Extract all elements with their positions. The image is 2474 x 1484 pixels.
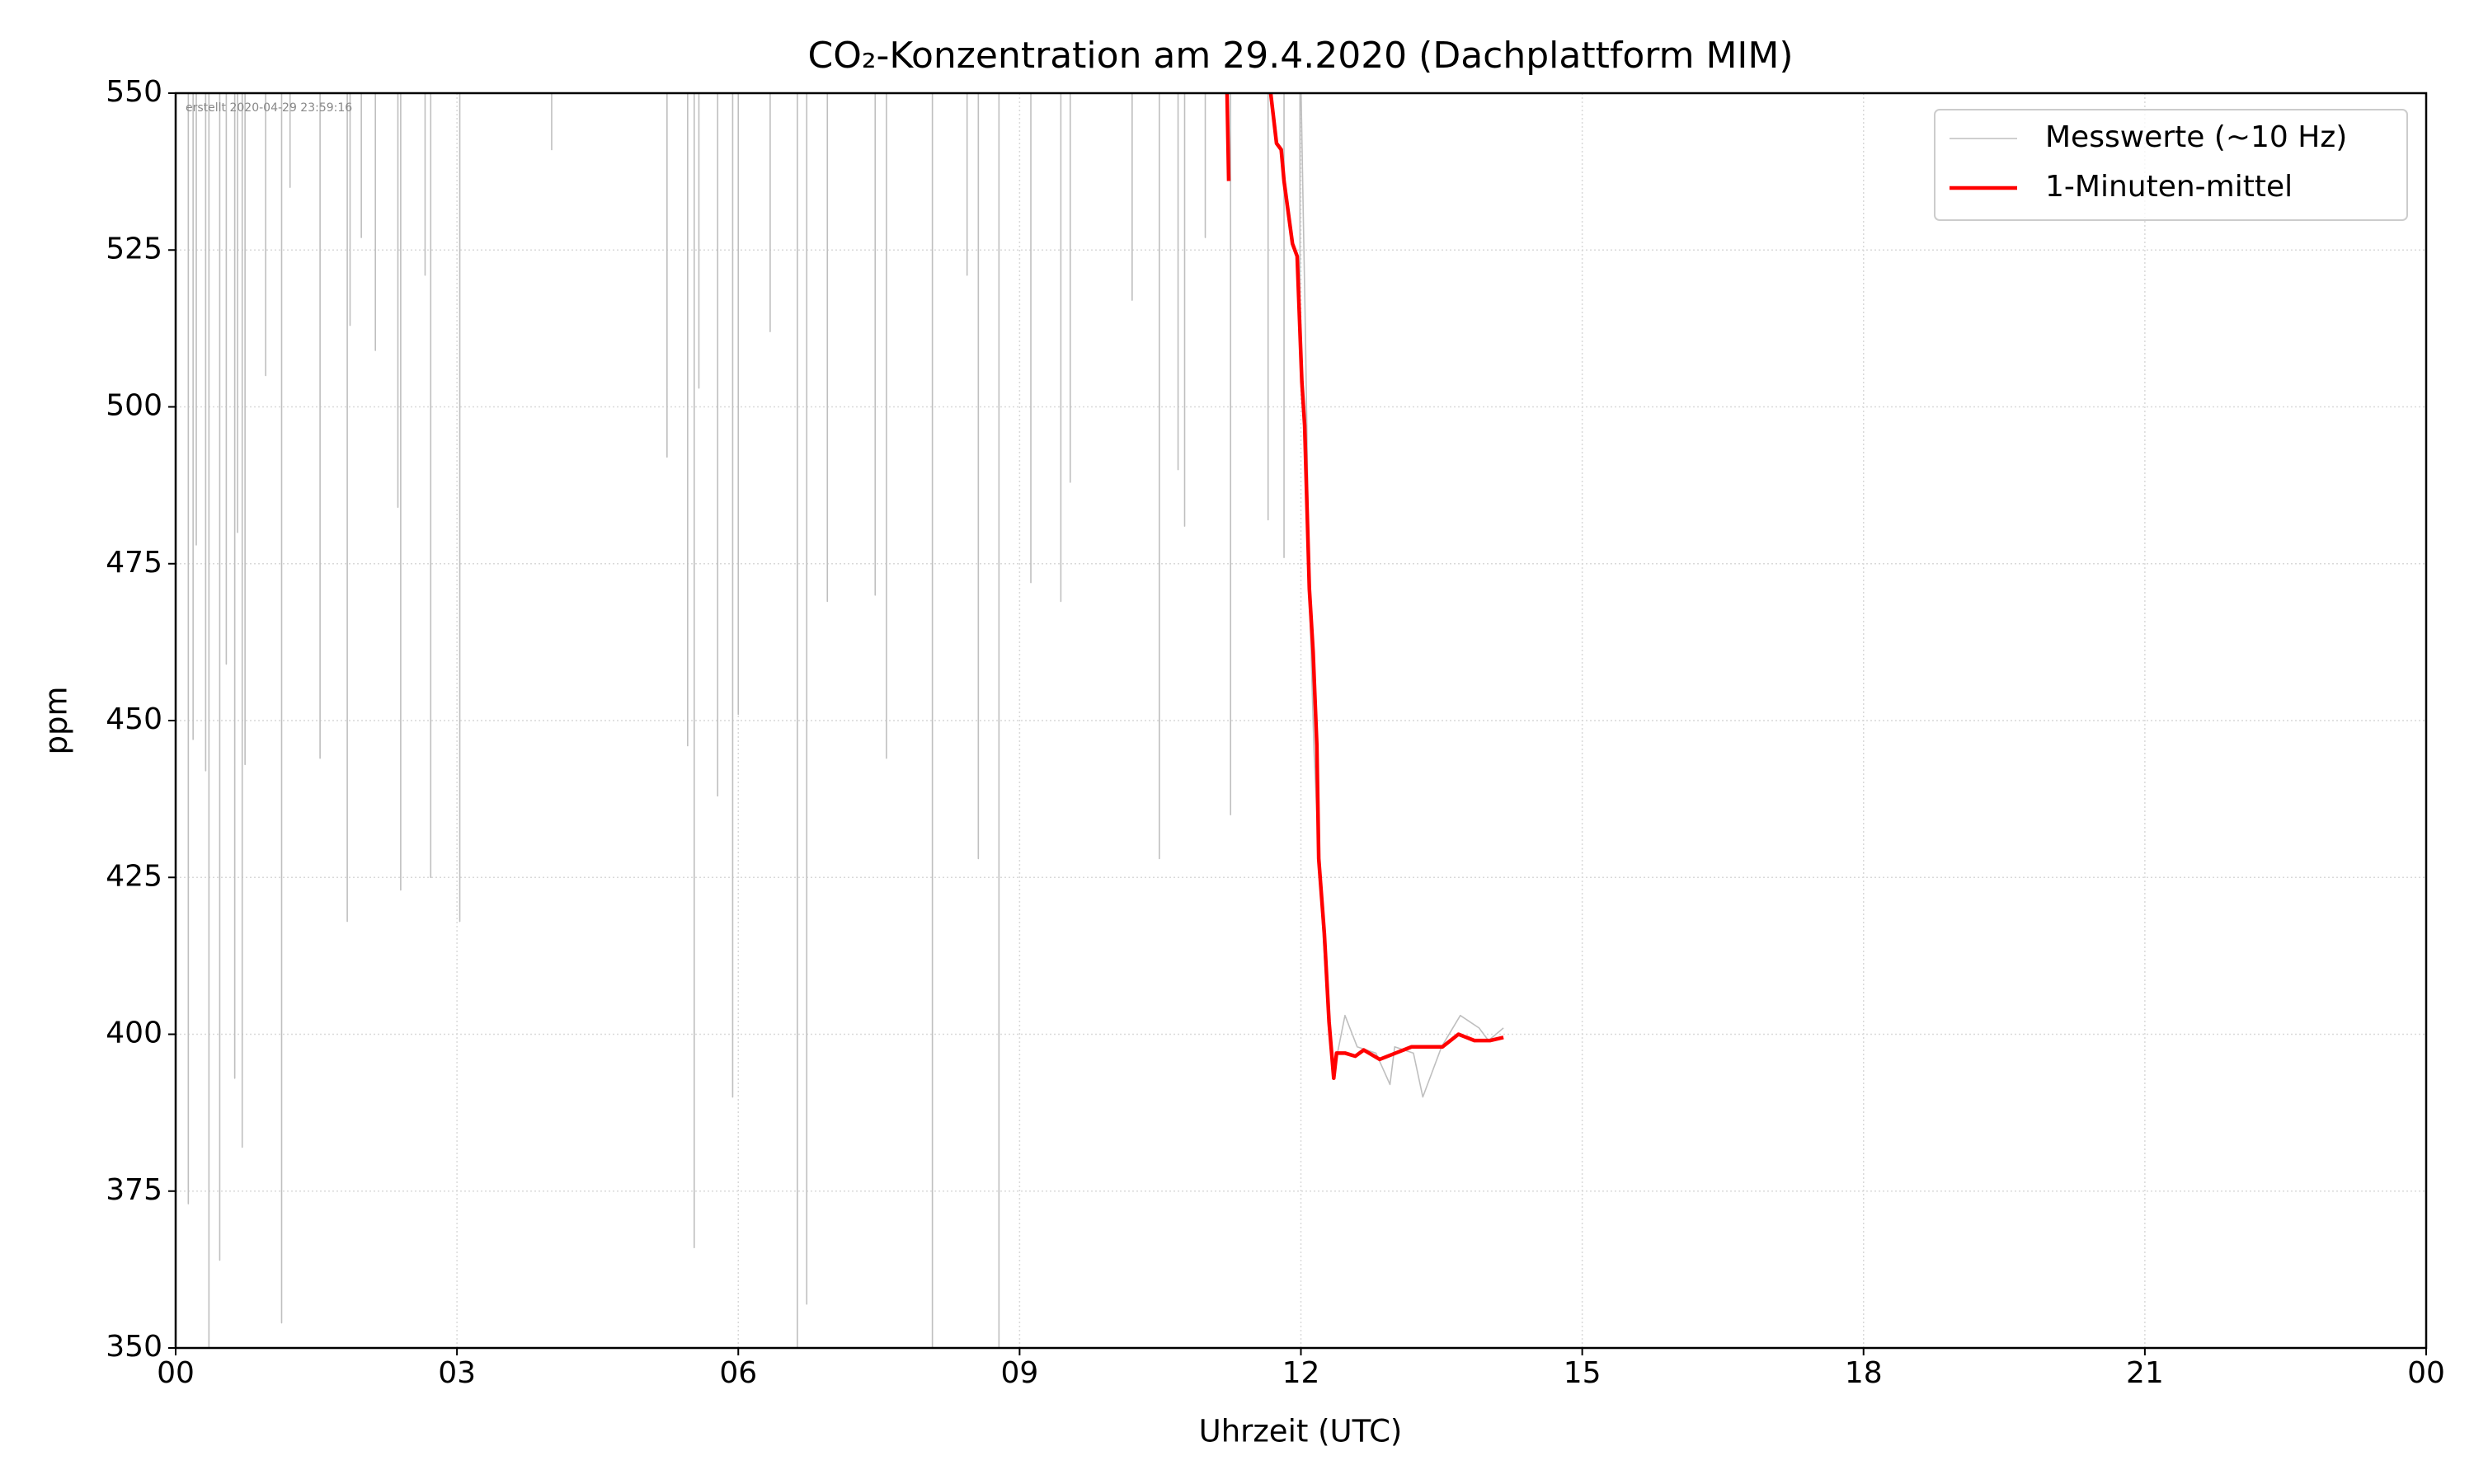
legend-frame	[1934, 109, 2408, 221]
x-tick-label: 00	[157, 1356, 195, 1390]
legend-label: 1-Minuten-mittel	[2045, 170, 2293, 204]
y-axis-label: ppm	[39, 686, 74, 754]
y-tick-label: 475	[106, 546, 162, 580]
x-axis-label: Uhrzeit (UTC)	[1199, 1414, 1403, 1449]
y-tick-label: 375	[106, 1173, 162, 1207]
y-tick-label: 350	[106, 1330, 162, 1364]
y-tick-label: 550	[106, 75, 162, 109]
x-tick-label: 21	[2126, 1356, 2164, 1390]
legend-label: Messwerte (~10 Hz)	[2045, 120, 2347, 154]
x-tick-label: 12	[1282, 1356, 1320, 1390]
chart-title: CO₂-Konzentration am 29.4.2020 (Dachplat…	[807, 35, 1793, 77]
annotation: erstellt 2020-04-29 23:59:16	[186, 101, 352, 115]
data-line	[1225, 93, 1504, 1081]
axes: 350 375 400 425 450 475 500 525 550 00 03 06 09 12 15 1…	[106, 75, 2445, 1390]
x-tick-label: 03	[438, 1356, 476, 1390]
plot-area	[187, 93, 1504, 1348]
x-tick-label: 06	[719, 1356, 757, 1390]
x-tick-label: 15	[1564, 1356, 1602, 1390]
x-tick-label: 00	[2407, 1356, 2445, 1390]
x-tick-label: 09	[1000, 1356, 1038, 1390]
y-tick-label: 525	[106, 232, 162, 265]
x-tick-label: 18	[1845, 1356, 1883, 1390]
y-tick-label: 500	[106, 389, 162, 423]
y-tick-label: 400	[106, 1017, 162, 1050]
y-tick-label: 450	[106, 702, 162, 736]
y-tick-label: 425	[106, 859, 162, 893]
legend: Messwerte (~10 Hz) 1-Minuten-mittel	[1934, 109, 2408, 221]
